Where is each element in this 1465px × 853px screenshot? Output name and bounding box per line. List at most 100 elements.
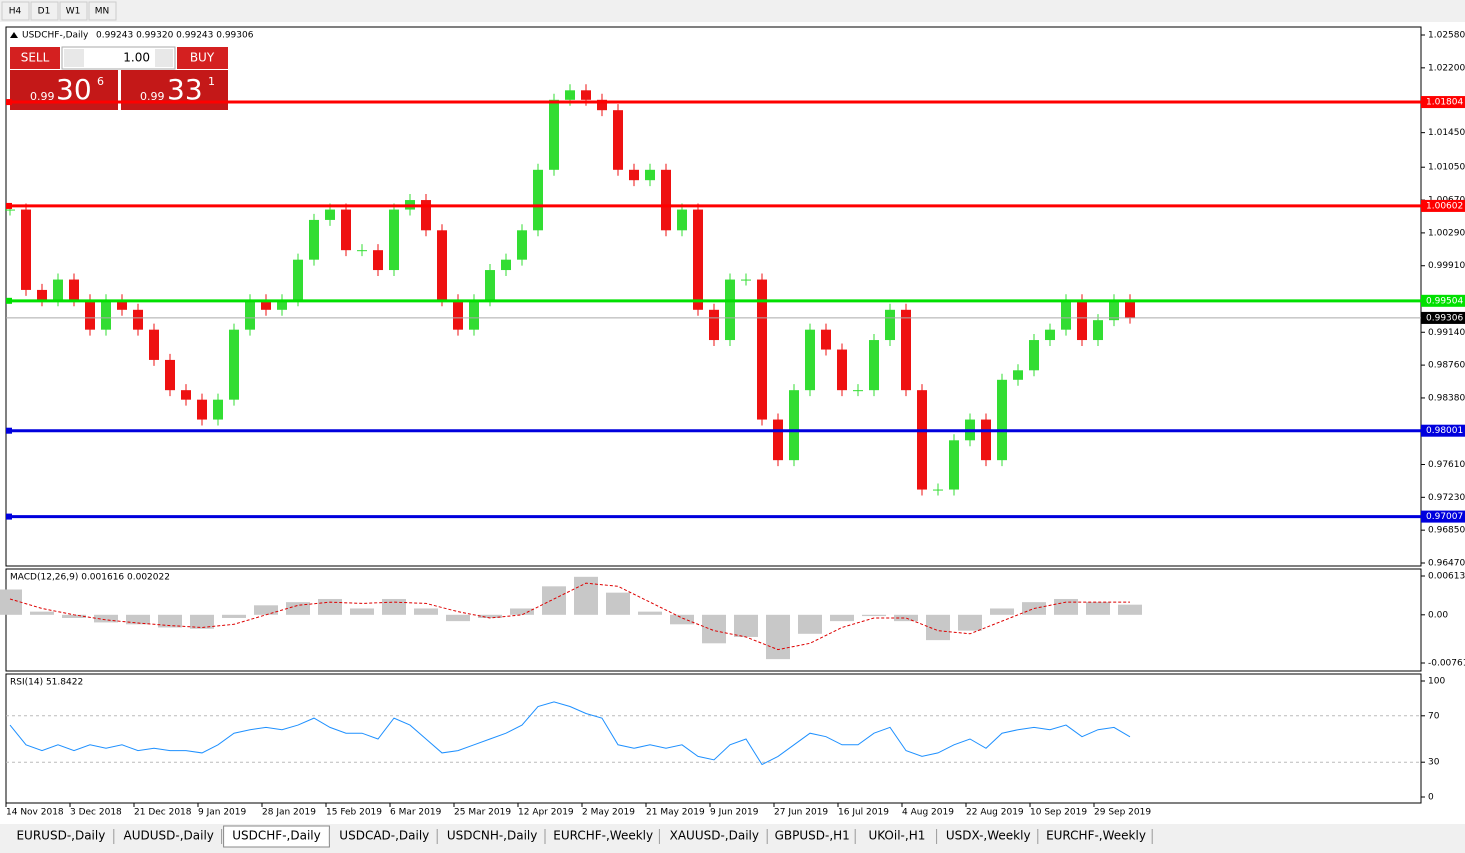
symbol-tab[interactable]: [331, 826, 438, 845]
sell-label[interactable]: SELL: [21, 51, 50, 65]
date-label: 15 Feb 2019: [326, 808, 382, 818]
timeframe-label[interactable]: D1: [38, 7, 51, 17]
date-label: 29 Sep 2019: [1094, 808, 1151, 818]
timeframe-label[interactable]: MN: [95, 7, 110, 17]
candle: [981, 419, 991, 461]
candle: [1045, 329, 1055, 341]
symbol-tab-label[interactable]: AUDUSD-,Daily: [124, 829, 214, 843]
candle: [229, 329, 239, 400]
candle: [389, 209, 399, 271]
rsi-panel: [5, 673, 1422, 804]
buy-button[interactable]: [177, 47, 228, 69]
symbol-tab[interactable]: [1039, 826, 1153, 845]
level-handle[interactable]: [6, 99, 12, 106]
symbol-tab-label[interactable]: EURUSD-,Daily: [16, 829, 105, 843]
sell-button[interactable]: [10, 47, 60, 69]
lots-down[interactable]: [64, 49, 84, 67]
symbol-tab-label[interactable]: USDCAD-,Daily: [339, 829, 429, 843]
macd-bar: [894, 614, 918, 622]
timeframe-button[interactable]: [1, 1, 30, 21]
symbol-tab-label[interactable]: UKOil-,H1: [868, 829, 925, 843]
macd-bar: [126, 614, 150, 625]
symbol-tab-label[interactable]: USDCHF-,Daily: [232, 829, 320, 843]
macd-bar: [478, 614, 502, 618]
symbol-tab-label[interactable]: EURCHF-,Weekly: [1046, 829, 1146, 843]
collapse-icon[interactable]: [10, 32, 18, 38]
macd-bar: [1118, 604, 1142, 615]
symbol-tab-label[interactable]: XAUUSD-,Daily: [670, 829, 759, 843]
macd-bar: [638, 611, 662, 615]
symbol-tab-label[interactable]: USDX-,Weekly: [946, 829, 1031, 843]
candle: [581, 90, 591, 100]
candle: [901, 309, 911, 391]
symbol-tab[interactable]: [547, 826, 660, 845]
symbol-tab-label[interactable]: GBPUSD-,H1: [775, 829, 850, 843]
timeframe-button[interactable]: [88, 1, 117, 21]
date-label: 4 Aug 2019: [902, 808, 954, 818]
macd-bar: [350, 608, 374, 615]
macd-bar: [542, 586, 566, 615]
candle: [757, 279, 767, 420]
timeframe-label[interactable]: H4: [9, 7, 22, 17]
candle: [181, 390, 191, 400]
lots-up[interactable]: [155, 49, 173, 67]
level-label: 1.01804: [1426, 98, 1463, 108]
macd-tick-label: -0.007612: [1428, 659, 1465, 669]
symbol-tab-label[interactable]: USDCNH-,Daily: [447, 829, 538, 843]
level-handle[interactable]: [6, 297, 12, 304]
symbol-tab[interactable]: [938, 826, 1038, 845]
candle: [213, 399, 223, 420]
level-handle[interactable]: [6, 427, 12, 434]
candle: [821, 329, 831, 350]
symbol-tab[interactable]: [8, 826, 114, 845]
sell-price-pips: 30: [56, 73, 92, 106]
sell-price-frac: 6: [97, 75, 104, 88]
date-label: 9 Jan 2019: [198, 808, 246, 818]
candle: [949, 440, 959, 490]
timeframe-button[interactable]: [59, 1, 88, 21]
candle: [341, 209, 351, 251]
rsi-tick-label: 100: [1428, 677, 1445, 687]
macd-bar: [574, 576, 598, 615]
timeframe-button[interactable]: [30, 1, 59, 21]
level-handle[interactable]: [6, 202, 12, 209]
macd-bar: [702, 614, 726, 644]
timeframe-label[interactable]: W1: [66, 7, 81, 17]
rsi-tick-label: 70: [1428, 711, 1440, 721]
candle: [837, 349, 847, 391]
candle: [677, 209, 687, 231]
symbol-tab[interactable]: [115, 826, 222, 845]
macd-bar: [510, 608, 534, 615]
level-label: 1.00602: [1426, 201, 1463, 211]
symbol-tab[interactable]: [857, 826, 937, 845]
symbol-tab[interactable]: [661, 826, 768, 845]
macd-tick-label: 0.00613: [1428, 572, 1465, 582]
candle: [853, 390, 863, 392]
macd-bar: [30, 611, 54, 615]
candle: [1125, 300, 1135, 318]
candle: [437, 230, 447, 301]
candle: [469, 300, 479, 330]
level-handle[interactable]: [6, 513, 12, 520]
candle: [693, 209, 703, 310]
lots-value[interactable]: 1.00: [123, 51, 150, 65]
symbol-tab[interactable]: [439, 826, 545, 845]
symbol-tab-label[interactable]: EURCHF-,Weekly: [553, 829, 653, 843]
buy-label[interactable]: BUY: [190, 51, 215, 65]
candle: [565, 90, 575, 100]
macd-bar: [286, 602, 310, 615]
candle: [645, 169, 655, 181]
candle: [885, 309, 895, 341]
price-tick-label: 0.99140: [1428, 328, 1465, 338]
candle: [453, 300, 463, 330]
date-label: 14 Nov 2018: [6, 808, 64, 818]
candle: [997, 379, 1007, 461]
macd-bar: [862, 614, 886, 617]
candle: [165, 359, 175, 391]
candle: [549, 99, 559, 170]
rsi-label: RSI(14) 51.8422: [10, 678, 83, 688]
candle: [1061, 300, 1071, 330]
symbol-tab[interactable]: [769, 826, 856, 845]
date-label: 6 Mar 2019: [390, 808, 442, 818]
lots-input[interactable]: [61, 46, 176, 70]
